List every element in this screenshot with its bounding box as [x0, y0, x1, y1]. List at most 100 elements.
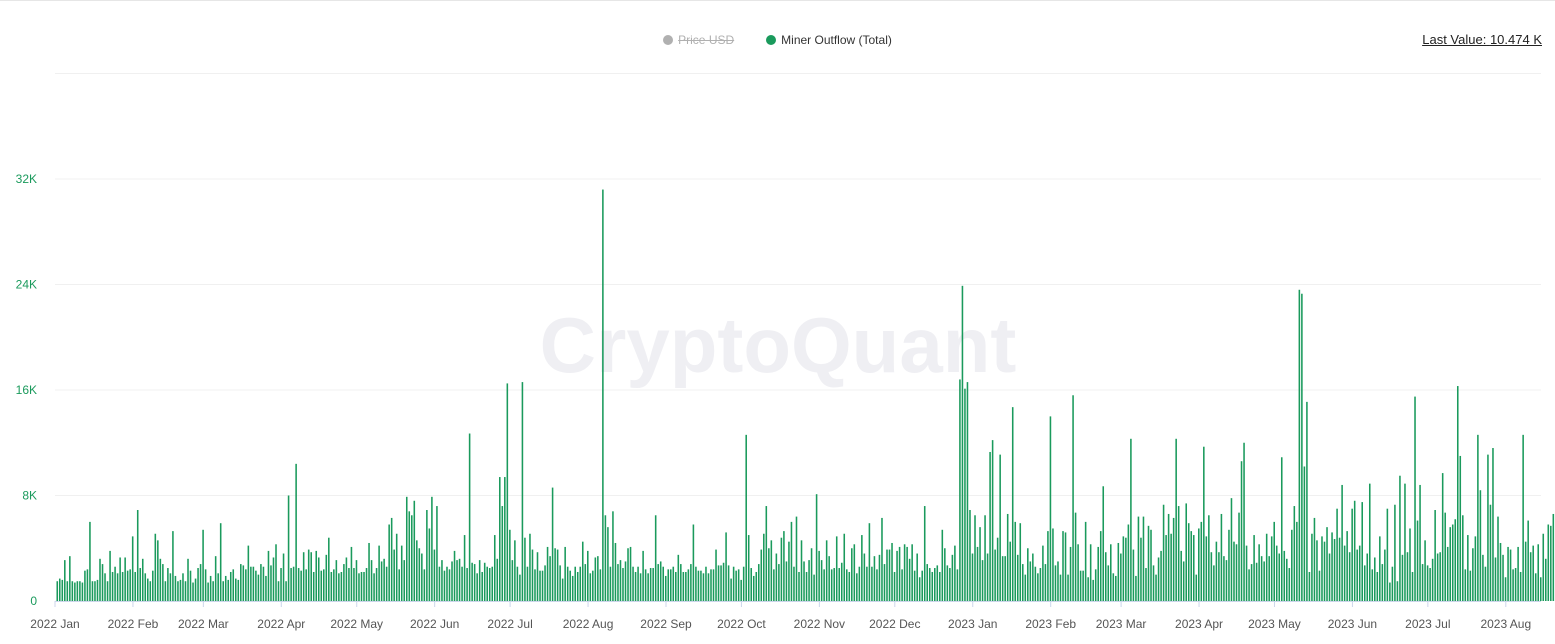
- bar[interactable]: [114, 566, 116, 601]
- bar[interactable]: [478, 560, 481, 601]
- bar[interactable]: [1258, 544, 1260, 601]
- bar[interactable]: [1225, 560, 1228, 601]
- bar[interactable]: [1479, 490, 1482, 601]
- bar[interactable]: [338, 573, 340, 601]
- bar[interactable]: [1331, 532, 1333, 601]
- bar[interactable]: [783, 531, 785, 601]
- bar[interactable]: [815, 494, 818, 601]
- bar[interactable]: [752, 575, 755, 601]
- bar[interactable]: [1454, 519, 1457, 601]
- bar[interactable]: [1172, 517, 1175, 601]
- bar[interactable]: [896, 550, 898, 601]
- bar[interactable]: [388, 524, 390, 601]
- bar[interactable]: [818, 550, 820, 601]
- bar[interactable]: [1522, 434, 1524, 601]
- bar[interactable]: [451, 561, 453, 601]
- bar[interactable]: [1032, 553, 1034, 601]
- bar[interactable]: [496, 558, 499, 601]
- bar[interactable]: [1424, 540, 1426, 601]
- bar[interactable]: [1054, 565, 1057, 601]
- bar[interactable]: [654, 515, 657, 601]
- bar[interactable]: [1135, 575, 1137, 601]
- bar[interactable]: [1170, 533, 1172, 601]
- bar[interactable]: [629, 546, 632, 601]
- bar[interactable]: [461, 566, 463, 601]
- bar[interactable]: [773, 569, 775, 601]
- bar[interactable]: [1120, 553, 1122, 601]
- bar[interactable]: [1550, 525, 1552, 601]
- bar[interactable]: [1122, 536, 1125, 601]
- bar[interactable]: [438, 566, 441, 601]
- bar[interactable]: [287, 495, 290, 602]
- bar[interactable]: [1205, 536, 1208, 601]
- bar[interactable]: [775, 553, 778, 601]
- bar[interactable]: [1104, 552, 1107, 601]
- bar[interactable]: [172, 531, 174, 601]
- bar[interactable]: [941, 529, 944, 601]
- bar[interactable]: [491, 566, 494, 601]
- bar[interactable]: [1348, 552, 1351, 601]
- bar[interactable]: [446, 566, 448, 601]
- bar[interactable]: [825, 540, 828, 601]
- bar[interactable]: [1024, 574, 1027, 602]
- bar[interactable]: [1406, 552, 1409, 601]
- bar[interactable]: [1059, 574, 1062, 602]
- bar[interactable]: [1230, 498, 1233, 601]
- bar[interactable]: [928, 568, 931, 601]
- bar[interactable]: [1504, 577, 1507, 601]
- bar[interactable]: [881, 517, 883, 601]
- bar[interactable]: [1097, 546, 1099, 601]
- bar[interactable]: [984, 515, 986, 601]
- bar[interactable]: [725, 532, 727, 601]
- bar[interactable]: [380, 561, 383, 601]
- bar[interactable]: [1404, 483, 1406, 601]
- bar[interactable]: [177, 581, 179, 601]
- bar[interactable]: [798, 571, 800, 601]
- bar[interactable]: [813, 574, 815, 602]
- bar[interactable]: [184, 581, 187, 601]
- bar[interactable]: [58, 578, 61, 601]
- bar[interactable]: [926, 564, 929, 601]
- bar[interactable]: [579, 566, 582, 601]
- bar[interactable]: [282, 553, 285, 601]
- bar[interactable]: [845, 569, 848, 601]
- bar[interactable]: [1084, 521, 1087, 602]
- bar[interactable]: [312, 571, 315, 601]
- bar[interactable]: [129, 569, 131, 601]
- bar[interactable]: [1489, 504, 1492, 601]
- bar[interactable]: [69, 556, 71, 601]
- bar[interactable]: [1346, 531, 1348, 601]
- bar[interactable]: [597, 556, 599, 601]
- bar[interactable]: [1343, 545, 1346, 601]
- bar[interactable]: [94, 581, 96, 601]
- bar[interactable]: [66, 581, 69, 601]
- bar[interactable]: [581, 541, 584, 601]
- bar[interactable]: [695, 566, 697, 601]
- bar[interactable]: [1260, 556, 1263, 601]
- bar[interactable]: [644, 569, 647, 601]
- bar[interactable]: [403, 560, 406, 601]
- bar[interactable]: [981, 560, 984, 601]
- bar[interactable]: [147, 578, 149, 601]
- bar[interactable]: [1384, 549, 1386, 601]
- bar[interactable]: [913, 570, 916, 601]
- bar[interactable]: [411, 515, 413, 601]
- bar[interactable]: [1494, 557, 1497, 601]
- bar[interactable]: [710, 569, 712, 601]
- bar[interactable]: [858, 566, 861, 601]
- bar[interactable]: [1074, 512, 1077, 601]
- bar[interactable]: [519, 574, 521, 602]
- bar[interactable]: [888, 549, 891, 601]
- bar[interactable]: [1014, 521, 1017, 602]
- bar[interactable]: [1497, 516, 1499, 601]
- bar[interactable]: [149, 581, 152, 601]
- bar[interactable]: [350, 546, 353, 601]
- bar[interactable]: [255, 570, 257, 601]
- bar[interactable]: [1157, 557, 1160, 601]
- bar[interactable]: [934, 568, 936, 601]
- bar[interactable]: [232, 569, 235, 601]
- bar[interactable]: [335, 560, 338, 601]
- bar[interactable]: [835, 536, 838, 601]
- bar[interactable]: [652, 568, 654, 601]
- bar[interactable]: [1288, 568, 1291, 601]
